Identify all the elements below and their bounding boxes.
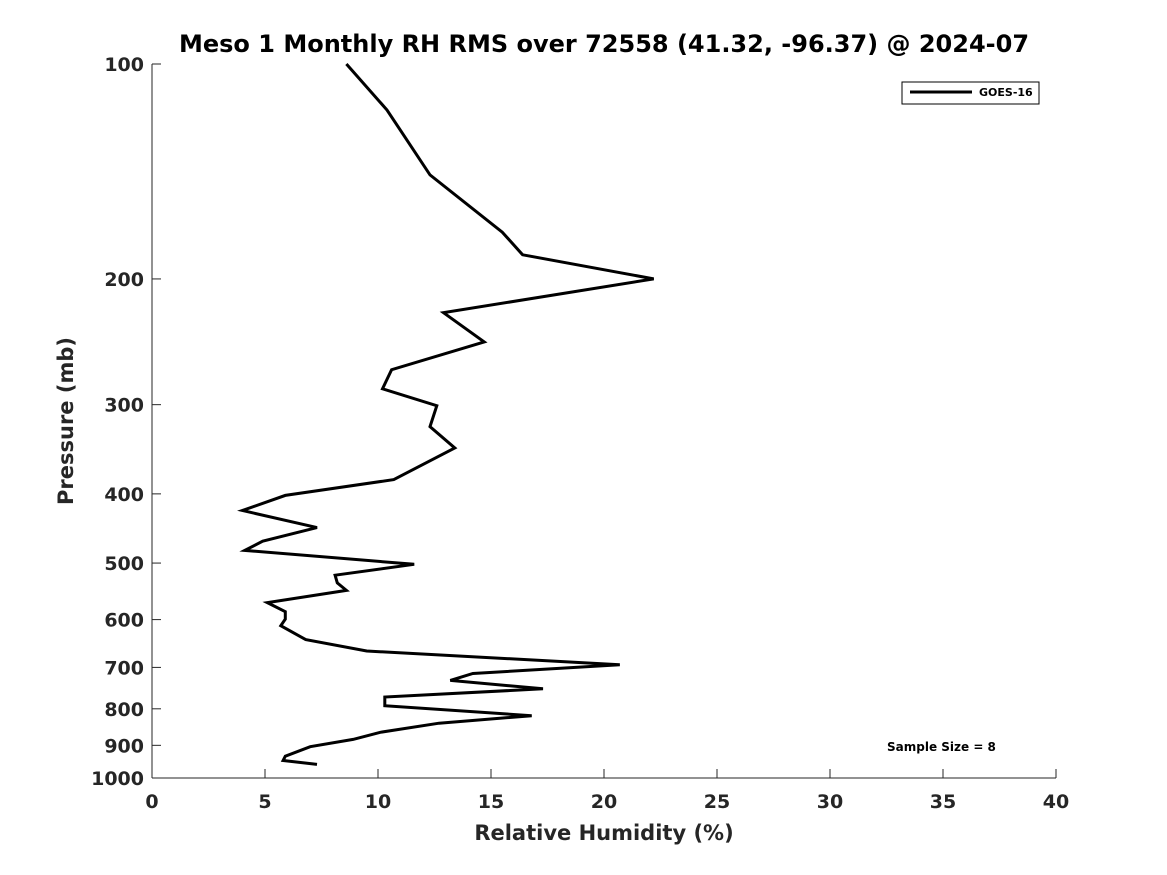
- y-tick-label: 900: [104, 735, 144, 757]
- plot-lines: [237, 63, 654, 766]
- y-tick-label: 700: [104, 657, 144, 679]
- legend-label-goes-16: GOES-16: [979, 86, 1033, 99]
- y-tick-label: 300: [104, 395, 144, 417]
- x-axis-label: Relative Humidity (%): [474, 821, 733, 845]
- y-tick-label: 100: [104, 54, 144, 76]
- series-line-goes-16: [237, 63, 654, 766]
- x-tick-label: 40: [1043, 791, 1069, 813]
- x-tick-label: 0: [145, 791, 158, 813]
- x-tick-label: 20: [591, 791, 617, 813]
- y-tick-label: 800: [104, 699, 144, 721]
- x-tick-label: 10: [365, 791, 391, 813]
- x-tick-label: 35: [930, 791, 956, 813]
- sample-size-annotation: Sample Size = 8: [887, 740, 996, 754]
- x-tick-label: 25: [704, 791, 730, 813]
- y-tick-label: 400: [104, 484, 144, 506]
- y-tick-label: 600: [104, 610, 144, 632]
- legend: GOES-16: [901, 81, 1040, 105]
- y-tick-label: 200: [104, 269, 144, 291]
- y-tick-label: 1000: [91, 768, 144, 790]
- chart-title: Meso 1 Monthly RH RMS over 72558 (41.32,…: [179, 30, 1029, 58]
- y-tick-label: 500: [104, 553, 144, 575]
- x-tick-label: 30: [817, 791, 843, 813]
- x-tick-label: 15: [478, 791, 504, 813]
- ticks: 0 5 10 15 20 25 30 35 40 100 200 300 400 500 600 700 800…: [91, 54, 1069, 813]
- y-axis-label: Pressure (mb): [54, 337, 78, 505]
- x-tick-label: 5: [258, 791, 271, 813]
